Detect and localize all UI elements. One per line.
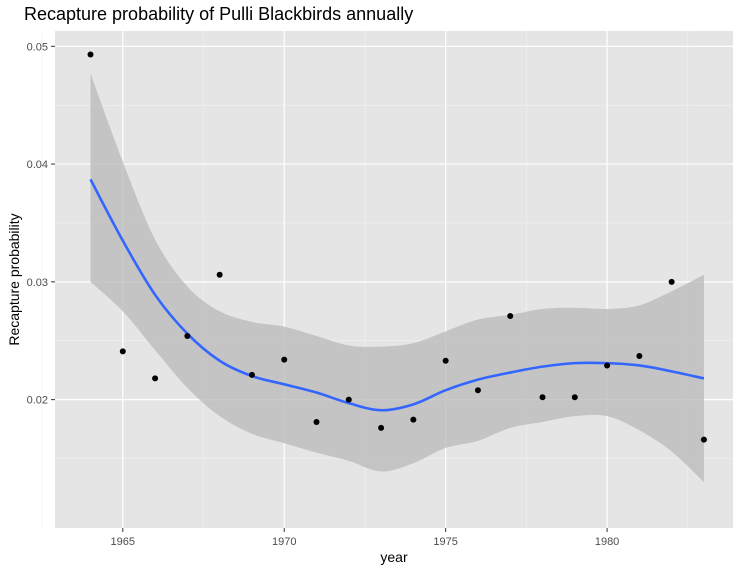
data-point	[668, 278, 675, 285]
data-point	[604, 362, 611, 369]
data-point	[410, 416, 417, 423]
x-tick-label: 1975	[433, 536, 457, 548]
data-point	[313, 419, 320, 426]
data-point	[216, 271, 223, 278]
x-tick-label: 1965	[111, 536, 135, 548]
data-point	[507, 313, 514, 320]
x-tick-label: 1970	[272, 536, 296, 548]
y-tick-label: 0.02	[27, 395, 48, 407]
data-point	[700, 436, 707, 443]
y-tick-label: 0.03	[27, 277, 48, 289]
data-point	[636, 353, 643, 360]
x-axis-title: year	[380, 549, 408, 565]
data-point	[378, 424, 385, 431]
data-point	[571, 394, 578, 401]
y-axis-title: Recapture probability	[6, 213, 22, 345]
data-point	[119, 348, 126, 355]
data-point	[539, 394, 546, 401]
data-point	[152, 375, 159, 382]
data-points	[87, 51, 707, 443]
data-point	[184, 333, 191, 340]
x-axis-ticks: 1965 1970 1975 1980	[111, 528, 619, 548]
confidence-band	[90, 73, 704, 483]
data-point	[345, 396, 352, 403]
data-point	[474, 387, 481, 394]
y-axis-ticks: 0.02 0.03 0.04 0.05	[27, 41, 55, 407]
data-point	[248, 371, 255, 378]
data-point	[442, 357, 449, 364]
chart-title: Recapture probability of Pulli Blackbird…	[24, 4, 414, 24]
data-point	[87, 51, 94, 58]
y-tick-label: 0.04	[27, 159, 48, 171]
data-point	[281, 356, 288, 363]
x-tick-label: 1980	[595, 536, 619, 548]
y-tick-label: 0.05	[27, 41, 48, 53]
